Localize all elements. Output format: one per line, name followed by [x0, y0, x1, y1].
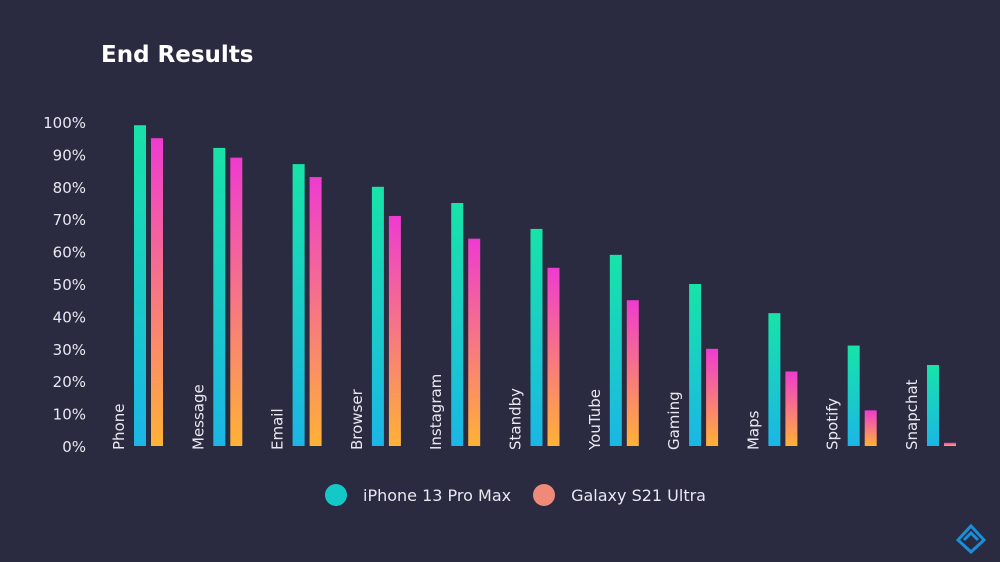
x-category-label: Phone	[110, 404, 128, 450]
bar-iphone-snapchat	[927, 365, 939, 446]
y-tick-label: 100%	[43, 114, 86, 132]
y-tick-label: 90%	[53, 146, 86, 164]
brand-logo-icon	[955, 523, 987, 554]
x-category-label: Message	[189, 384, 207, 450]
x-category-label: Standby	[507, 388, 525, 450]
y-tick-label: 40%	[53, 308, 86, 326]
x-category-label: Maps	[744, 410, 762, 450]
x-axis-labels: Phone Message Email Browser Instagram Standby…	[110, 374, 921, 451]
bar-galaxy-instagram	[468, 238, 481, 446]
y-tick-label: 20%	[53, 373, 86, 391]
bar-iphone-youtube	[609, 254, 622, 446]
y-tick-label: 60%	[53, 244, 86, 262]
bar-galaxy-snapchat	[944, 442, 956, 446]
y-tick-label: 0%	[62, 438, 86, 456]
x-category-label: YouTube	[586, 389, 604, 451]
bars-group	[134, 125, 956, 447]
bar-galaxy-gaming	[706, 348, 719, 446]
legend-swatch-galaxy	[533, 484, 556, 506]
bar-iphone-spotify	[847, 345, 860, 446]
y-tick-label: 10%	[53, 406, 86, 424]
bar-iphone-gaming	[689, 284, 702, 446]
bar-galaxy-email	[309, 177, 322, 446]
legend: iPhone 13 Pro Max Galaxy S21 Ultra	[325, 484, 728, 506]
bar-iphone-maps	[768, 313, 781, 446]
bar-iphone-instagram	[451, 203, 464, 446]
legend-swatch-iphone	[325, 484, 347, 506]
bar-iphone-email	[292, 164, 305, 446]
bar-iphone-standby	[530, 228, 543, 446]
x-category-label: Instagram	[427, 374, 445, 450]
bar-galaxy-youtube	[626, 300, 639, 446]
y-tick-label: 80%	[53, 179, 86, 197]
bar-galaxy-phone	[151, 138, 163, 446]
x-category-label: Spotify	[824, 398, 842, 450]
y-tick-label: 30%	[53, 341, 86, 359]
chart-title: End Results	[101, 42, 254, 68]
bar-galaxy-standby	[547, 267, 560, 446]
bar-chart: 0% 10% 20% 30% 40% 50% 60% 70% 80% 90% 100% Phone M…	[43, 114, 956, 456]
x-category-label: Email	[269, 408, 287, 450]
x-category-label: Browser	[348, 388, 366, 450]
bar-galaxy-message	[230, 157, 243, 446]
legend-label-galaxy: Galaxy S21 Ultra	[571, 485, 706, 505]
bar-iphone-browser	[371, 186, 384, 447]
y-axis: 0% 10% 20% 30% 40% 50% 60% 70% 80% 90% 100%	[43, 114, 86, 456]
legend-item-galaxy: Galaxy S21 Ultra	[533, 484, 706, 506]
legend-item-iphone: iPhone 13 Pro Max	[325, 484, 511, 506]
x-category-label: Snapchat	[903, 379, 921, 450]
y-tick-label: 50%	[53, 276, 86, 294]
legend-label-iphone: iPhone 13 Pro Max	[363, 485, 512, 505]
bar-galaxy-browser	[388, 215, 401, 446]
bar-galaxy-spotify	[864, 410, 877, 446]
bar-galaxy-maps	[785, 371, 798, 446]
bar-iphone-phone	[134, 125, 146, 447]
bar-iphone-message	[213, 147, 226, 447]
x-category-label: Gaming	[665, 391, 683, 450]
y-tick-label: 70%	[53, 211, 86, 229]
